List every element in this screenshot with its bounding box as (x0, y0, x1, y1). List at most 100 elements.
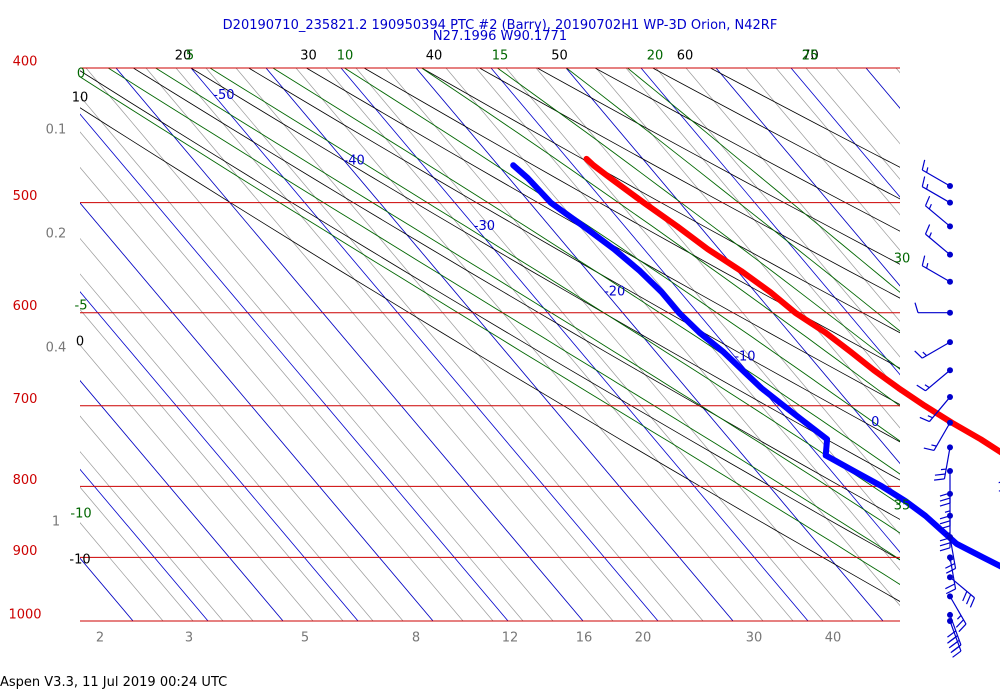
isotherm-line (80, 468, 209, 621)
dry-adiabat-line (248, 68, 900, 443)
dry-adiabat-line (306, 68, 900, 406)
dry-adiabat-label: -10 (69, 553, 90, 568)
isotherm-label: -20 (604, 284, 625, 299)
wind-barb-half-flag (928, 232, 932, 238)
dry-adiabat-line (710, 68, 900, 168)
mixing-ratio-line (715, 68, 900, 287)
top-temp-label: 70 (802, 49, 819, 64)
dry-adiabat-line (537, 68, 900, 265)
wind-barb-half-flag (944, 510, 951, 513)
mixing-ratio-label: 1 (52, 515, 60, 530)
top-thetae-label: 5 (186, 49, 194, 64)
isotherm-label: -40 (344, 153, 365, 168)
top-temp-label: 20 (175, 49, 192, 64)
mixing-ratio-line (80, 522, 164, 621)
top-thetae-label: 20 (647, 49, 664, 64)
wind-barb-staff (921, 341, 951, 359)
wind-barb-staff (933, 422, 951, 451)
wind-barb-dot (947, 533, 953, 540)
wind-barb (945, 554, 957, 595)
moist-adiabat-line (344, 68, 900, 442)
wind-barb-dot (947, 251, 953, 258)
bottom-mixing-label: 8 (412, 631, 420, 646)
isotherm-label: 0 (871, 415, 879, 430)
temperature-trace (583, 155, 1000, 456)
bottom-mixing-label: 2 (96, 631, 104, 646)
wind-barb-dot (947, 468, 953, 475)
moist-adiabat-line (627, 68, 900, 293)
chart-title-line2: N27.1996 W90.1771 (432, 29, 568, 44)
wind-barb-flag (924, 224, 931, 235)
wind-barb (921, 159, 953, 189)
isotherm-line (80, 291, 359, 621)
isotherm-line (80, 202, 434, 621)
wind-barb-half-flag (926, 263, 929, 269)
grid-lines (80, 68, 900, 621)
wind-barb-flag (921, 255, 926, 266)
isotherm-line (80, 379, 284, 621)
wind-barb-flag (945, 588, 956, 595)
mixing-ratio-line (625, 68, 900, 393)
wind-barb (924, 224, 953, 258)
isotherm-label: -30 (474, 219, 495, 234)
wind-barb-flag (939, 502, 951, 507)
mixing-ratio-line (80, 237, 404, 621)
wind-barb-dot (947, 367, 953, 374)
wind-barb-flag (969, 597, 976, 608)
wind-barb-flag (945, 567, 956, 574)
bottom-mixing-label: 5 (301, 631, 309, 646)
mixing-ratio-line (80, 308, 344, 621)
wind-barb (914, 339, 953, 359)
mixing-ratio-line (355, 68, 824, 621)
mixing-ratio-line (145, 68, 614, 621)
mixing-ratio-line (385, 68, 854, 621)
mixing-ratio-label: 0.4 (46, 341, 67, 356)
mixing-ratio-line (80, 486, 194, 621)
isotherm-line (80, 113, 509, 621)
wind-barb-flag (914, 350, 923, 359)
dry-adiabat-label: 10 (72, 91, 89, 106)
top-thetae-label: 15 (492, 49, 509, 64)
wind-barb-flag (939, 497, 951, 502)
mixing-ratio-line (865, 68, 900, 109)
wind-barb-flag (919, 416, 930, 423)
isotherm-line (415, 68, 884, 621)
wind-barb-dot (947, 574, 953, 581)
moist-adiabat-label: -10 (70, 507, 91, 522)
wind-barb-staff (949, 536, 957, 569)
moist-adiabat-label: 0 (77, 67, 85, 82)
dry-adiabat-line (190, 68, 900, 481)
wind-barb-dot (947, 419, 953, 426)
bottom-mixing-label: 3 (185, 631, 193, 646)
wind-barb-flag (945, 583, 955, 590)
isotherm-line (565, 68, 900, 465)
wind-barb-flag (948, 641, 958, 649)
mixing-ratio-line (80, 344, 314, 621)
wind-barb-flag (950, 645, 960, 654)
mixing-ratio-line (745, 68, 900, 251)
wind-barb (939, 490, 953, 530)
wind-barb-staff (921, 265, 951, 283)
wind-barb-flag (924, 195, 931, 207)
wind-barb (947, 574, 976, 608)
moist-adiabat-line (107, 68, 900, 561)
wind-barb (921, 176, 953, 206)
pressure-label: 800 (13, 473, 38, 488)
isotherm-line (640, 68, 900, 376)
wind-barb-flag (939, 520, 951, 525)
wind-barb-half-flag (940, 468, 947, 471)
wind-barb-staff (925, 233, 951, 256)
wind-barb-flag (955, 619, 964, 628)
wind-barb-flag (958, 623, 967, 633)
wind-barb-flag (914, 302, 919, 313)
wind-barb-staff (925, 205, 951, 227)
wind-barb-half-flag (927, 415, 933, 419)
bottom-mixing-label: 20 (635, 631, 652, 646)
wind-barb (916, 367, 953, 392)
wind-barb-flag (945, 563, 955, 569)
wind-barb-flag (952, 650, 962, 658)
mixing-ratio-label: 0.1 (46, 123, 67, 138)
wind-barb-dot (947, 394, 953, 401)
wind-barb-dot (947, 444, 953, 451)
wind-barb-staff (921, 169, 951, 187)
